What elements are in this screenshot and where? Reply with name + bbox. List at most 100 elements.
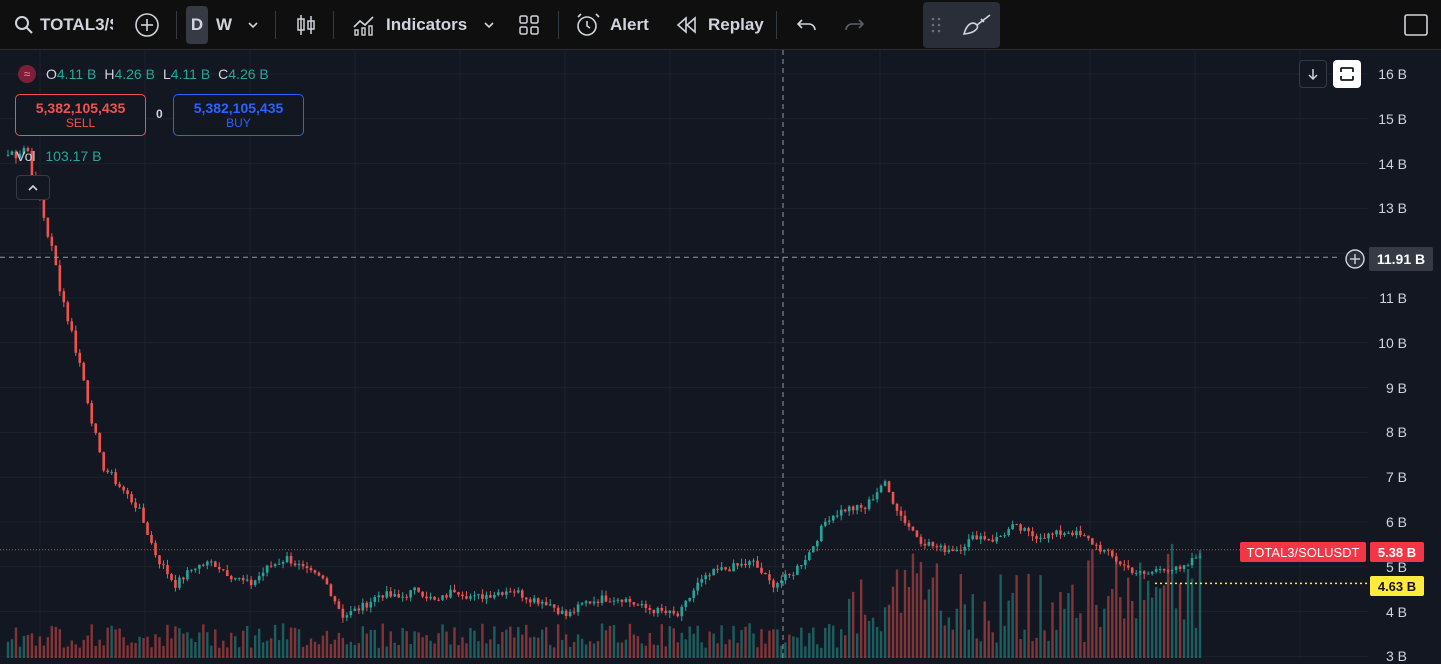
volume-bar [820, 647, 823, 658]
toolbar-divider [275, 11, 276, 39]
price-chart[interactable] [0, 50, 1441, 658]
candle-body [1114, 556, 1118, 562]
candle-body [776, 582, 779, 588]
candle-body [417, 587, 420, 592]
volume-bar [321, 635, 325, 658]
volume-bar [656, 645, 660, 658]
symbol-search[interactable]: TOTAL3/S [14, 0, 113, 50]
volume-bar [604, 630, 608, 658]
volume-bar [317, 644, 321, 658]
candle-body [50, 236, 54, 246]
chart-pane[interactable] [0, 50, 1441, 658]
interval-d-label: D [190, 15, 204, 34]
undo-button[interactable] [796, 0, 818, 50]
volume-bar [98, 639, 101, 658]
candle-body [158, 555, 161, 565]
candle-body [461, 594, 464, 597]
volume-bar [449, 644, 452, 658]
candle-body [796, 565, 799, 575]
volume-bar [138, 636, 141, 658]
volume-bar [421, 637, 424, 658]
volume-bar [919, 562, 923, 658]
candle-body [253, 580, 257, 586]
candle-body [1182, 565, 1186, 569]
volume-bar [329, 643, 333, 658]
collapse-legend-button[interactable] [16, 175, 50, 200]
volume-bar [840, 629, 843, 658]
volume-bar [1055, 629, 1058, 658]
volume-bar [297, 629, 301, 658]
volume-label: Vol [16, 148, 36, 164]
candle-body [1110, 550, 1114, 557]
volume-bar [987, 620, 990, 658]
volume-bar [700, 642, 703, 658]
buy-price: 5,382,105,435 [193, 100, 284, 116]
volume-bar [780, 645, 783, 658]
candle-body [768, 574, 771, 581]
volume-bar [824, 627, 827, 658]
toolbar-divider [776, 11, 777, 39]
candle-body [477, 594, 480, 596]
candle-body [692, 590, 695, 598]
redo-button[interactable] [843, 0, 865, 50]
candle-body [919, 536, 923, 544]
candle-body [1079, 530, 1082, 536]
candle-body [891, 491, 895, 504]
candle-body [967, 539, 971, 547]
volume-bar [497, 644, 500, 658]
fullscreen-button[interactable] [1403, 0, 1429, 50]
volume-bar [537, 637, 540, 658]
volume-bar [1051, 602, 1054, 658]
candle-body [963, 546, 967, 551]
volume-bar [198, 632, 201, 658]
indicators-button[interactable]: Indicators [352, 0, 467, 50]
volume-bar [521, 634, 524, 658]
add-alert-button[interactable] [1342, 246, 1368, 272]
volume-bar [1131, 601, 1134, 658]
buy-button[interactable]: 5,382,105,435 BUY [173, 94, 304, 136]
price-axis-tick: 5 B [1385, 558, 1407, 575]
auto-scale-button[interactable] [1333, 60, 1361, 88]
volume-bar [1011, 592, 1014, 658]
candle-body [333, 596, 337, 602]
volume-bar [234, 636, 237, 658]
candle-body [142, 507, 145, 523]
fit-screen-icon [1340, 67, 1354, 81]
ohlc-legend: ≈ O 4.11 B H 4.26 B L 4.11 B C 4.26 B [18, 65, 269, 83]
volume-bar [975, 638, 978, 658]
candle-body [580, 603, 584, 605]
interval-w-button[interactable]: W [216, 0, 232, 50]
candle-body [349, 610, 353, 616]
candle-body [305, 566, 309, 568]
candle-body [337, 601, 341, 609]
volume-bar [385, 646, 388, 658]
layout-button[interactable] [518, 0, 540, 50]
candle-body [1174, 566, 1178, 571]
volume-bar [162, 645, 165, 658]
volume-bar [365, 633, 368, 658]
volume-bar [517, 627, 520, 658]
compare-symbol-button[interactable] [134, 0, 160, 50]
interval-d-button[interactable]: D [186, 6, 208, 44]
volume-bar [529, 637, 532, 658]
volume-bar [692, 633, 695, 658]
indicators-dropdown[interactable] [482, 0, 496, 50]
chart-type-button[interactable] [294, 0, 318, 50]
candle-body [951, 549, 955, 552]
volume-bar [676, 642, 679, 658]
interval-dropdown[interactable] [246, 0, 260, 50]
replay-button[interactable]: Replay [676, 0, 764, 50]
scroll-to-latest-button[interactable] [1299, 60, 1327, 88]
candle-body [887, 481, 891, 492]
volume-bar [744, 626, 747, 658]
alert-button[interactable]: Alert [575, 0, 649, 50]
drawing-toolbar-toggle[interactable] [923, 2, 1000, 48]
candle-body [800, 565, 803, 567]
volume-bar [1079, 613, 1082, 658]
volume-bar [50, 626, 54, 658]
volume-bar [489, 639, 492, 658]
volume-bar [461, 637, 464, 658]
candle-body [1118, 561, 1122, 565]
sell-button[interactable]: 5,382,105,435 SELL [15, 94, 146, 136]
candle-body [365, 602, 369, 608]
